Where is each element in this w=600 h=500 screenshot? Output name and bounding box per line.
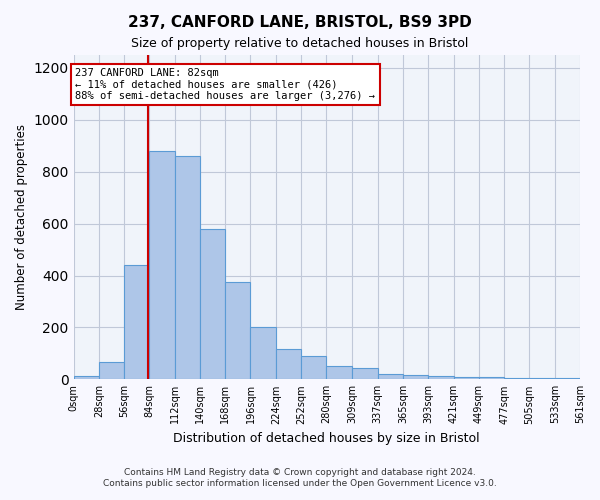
Bar <box>200 230 225 380</box>
X-axis label: Distribution of detached houses by size in Bristol: Distribution of detached houses by size … <box>173 432 480 445</box>
Bar <box>352 368 378 380</box>
Text: Contains HM Land Registry data © Crown copyright and database right 2024.
Contai: Contains HM Land Registry data © Crown c… <box>103 468 497 487</box>
Bar <box>149 151 175 380</box>
Bar <box>326 366 352 380</box>
Bar <box>301 356 326 380</box>
Text: 237 CANFORD LANE: 82sqm
← 11% of detached houses are smaller (426)
88% of semi-d: 237 CANFORD LANE: 82sqm ← 11% of detache… <box>76 68 376 101</box>
Bar <box>74 376 99 380</box>
Bar <box>555 378 580 380</box>
Bar <box>250 328 276 380</box>
Bar <box>124 265 149 380</box>
Y-axis label: Number of detached properties: Number of detached properties <box>15 124 28 310</box>
Bar <box>225 282 250 380</box>
Bar <box>378 374 403 380</box>
Text: 237, CANFORD LANE, BRISTOL, BS9 3PD: 237, CANFORD LANE, BRISTOL, BS9 3PD <box>128 15 472 30</box>
Bar <box>529 378 555 380</box>
Bar <box>276 350 301 380</box>
Bar <box>428 376 454 380</box>
Bar <box>403 376 428 380</box>
Bar <box>504 378 529 380</box>
Text: Size of property relative to detached houses in Bristol: Size of property relative to detached ho… <box>131 38 469 51</box>
Bar <box>454 377 479 380</box>
Bar <box>99 362 124 380</box>
Bar <box>175 156 200 380</box>
Bar <box>479 377 504 380</box>
